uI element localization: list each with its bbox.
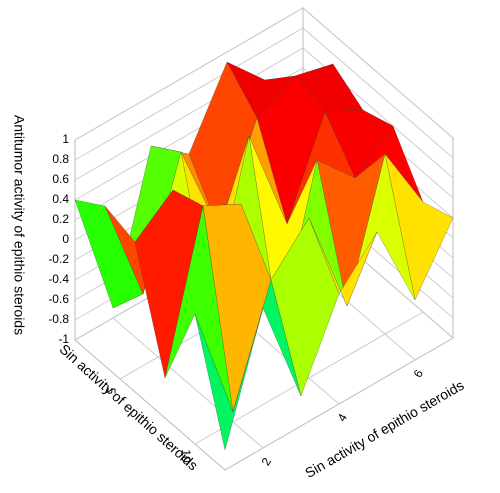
y-tick-label: 6: [411, 367, 427, 380]
surface-facet: [194, 307, 264, 451]
z-tick-label: 0.8: [52, 152, 69, 166]
x-tick-label: 10: [179, 449, 193, 463]
z-tick-label: -0.6: [48, 292, 69, 306]
z-tick-label: -0.2: [48, 252, 69, 266]
z-tick-label: -0.8: [48, 312, 69, 326]
y-tick-label: 2: [259, 455, 275, 468]
z-tick-label: 0.4: [52, 192, 69, 206]
z-tick-label: -1: [58, 332, 69, 346]
x-tick-label: 5: [104, 388, 118, 395]
grid-line: [74, 7, 454, 141]
grid-line: [74, 27, 454, 161]
z-tick-label: 0.2: [52, 212, 69, 226]
z-tick-label: -0.4: [48, 272, 69, 286]
z-axis-title: Antitumor activity of epithio steroids: [11, 115, 27, 335]
z-tick-label: 1: [62, 132, 69, 146]
z-tick-label: 0.6: [52, 172, 69, 186]
z-tick-label: 0: [62, 232, 69, 246]
grid-line: [112, 317, 264, 449]
grid-line: [74, 47, 454, 181]
y-axis-title: Sin activity of epithio steroids: [302, 377, 466, 481]
y-tick-label: 4: [335, 411, 351, 424]
